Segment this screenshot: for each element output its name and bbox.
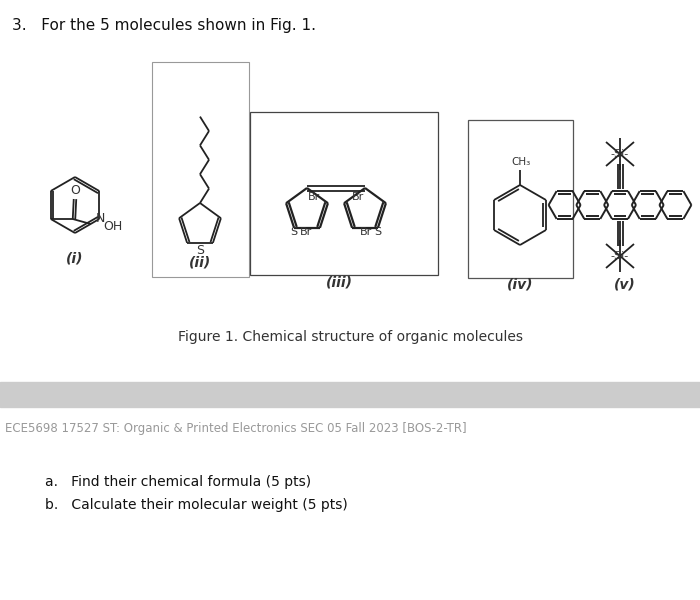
Text: N: N	[96, 212, 105, 226]
Bar	[0, 382, 700, 407]
Text: CH₃: CH₃	[512, 157, 531, 167]
Text: b.   Calculate their molecular weight (5 pts): b. Calculate their molecular weight (5 p…	[45, 498, 348, 512]
Text: -Si-: -Si-	[611, 251, 629, 261]
Text: Figure 1. Chemical structure of organic molecules: Figure 1. Chemical structure of organic …	[178, 330, 522, 344]
Text: (v): (v)	[614, 278, 636, 292]
Bar	[250, 112, 438, 275]
Bar	[152, 62, 249, 277]
Text: Br: Br	[360, 227, 372, 237]
Text: O: O	[70, 185, 80, 197]
Text: 3.   For the 5 molecules shown in Fig. 1.: 3. For the 5 molecules shown in Fig. 1.	[12, 18, 316, 33]
Text: S: S	[374, 227, 382, 237]
Text: (iii): (iii)	[326, 276, 353, 290]
Text: (iv): (iv)	[507, 278, 533, 292]
Text: ECE5698 17527 ST: Organic & Printed Electronics SEC 05 Fall 2023 [BOS-2-TR]: ECE5698 17527 ST: Organic & Printed Elec…	[5, 422, 467, 435]
Text: OH: OH	[103, 220, 122, 233]
Bar	[468, 120, 573, 278]
Text: S: S	[290, 227, 298, 237]
Text: S: S	[196, 244, 204, 257]
Text: Br: Br	[308, 192, 320, 202]
Text: a.   Find their chemical formula (5 pts): a. Find their chemical formula (5 pts)	[45, 475, 311, 489]
Text: Br: Br	[352, 192, 364, 202]
Text: (i): (i)	[66, 251, 84, 265]
Text: -Si-: -Si-	[611, 149, 629, 159]
Text: (ii): (ii)	[189, 255, 211, 269]
Text: Br: Br	[300, 227, 312, 237]
